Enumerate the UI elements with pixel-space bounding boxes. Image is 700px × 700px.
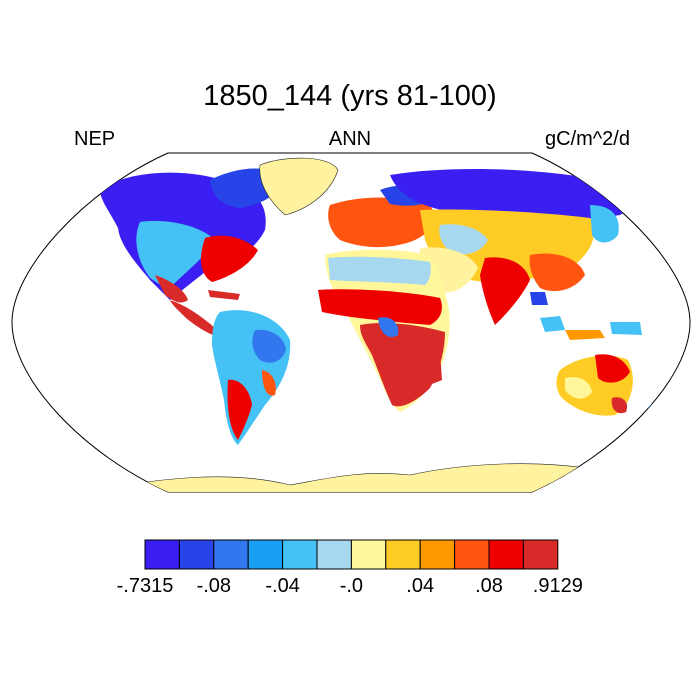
greenland: [259, 157, 339, 216]
asia: [390, 168, 631, 325]
colorbar-swatch: [350, 539, 387, 570]
colorbar-swatch: [488, 539, 524, 570]
colorbar-swatch: [282, 539, 318, 570]
colorbar-tick-label: .08: [475, 575, 503, 597]
season-label: ANN: [328, 128, 372, 150]
central-america: [170, 300, 222, 338]
colorbar-swatch: [213, 539, 249, 570]
colorbar-swatch: [385, 539, 421, 570]
australia: [556, 354, 633, 416]
southeast-asia-islands: [530, 292, 642, 340]
colorbar-tick-label: -.04: [265, 575, 299, 597]
colorbar-swatch: [144, 539, 180, 570]
colorbar-tick-label: .9129: [533, 575, 583, 597]
units-label: gC/m^2/d: [545, 128, 630, 150]
colorbar-swatch: [454, 539, 490, 570]
colorbar-swatch: [419, 539, 456, 570]
colorbar-swatch: [178, 539, 215, 570]
colorbar-tick-label: -.0: [340, 575, 363, 597]
colorbar-tick-label: -.7315: [117, 575, 174, 597]
colorbar-swatch: [522, 539, 559, 570]
colorbar-swatch: [247, 539, 284, 570]
map-title: 1850_144 (yrs 81-100): [203, 80, 497, 112]
colorbar-tick-label: -.08: [197, 575, 231, 597]
caribbean: [208, 290, 240, 300]
variable-label: NEP: [74, 128, 116, 150]
colorbar-swatch: [316, 539, 352, 570]
colorbar-tick-label: .04: [406, 575, 434, 597]
africa: [318, 249, 450, 412]
south-america: [212, 310, 291, 445]
